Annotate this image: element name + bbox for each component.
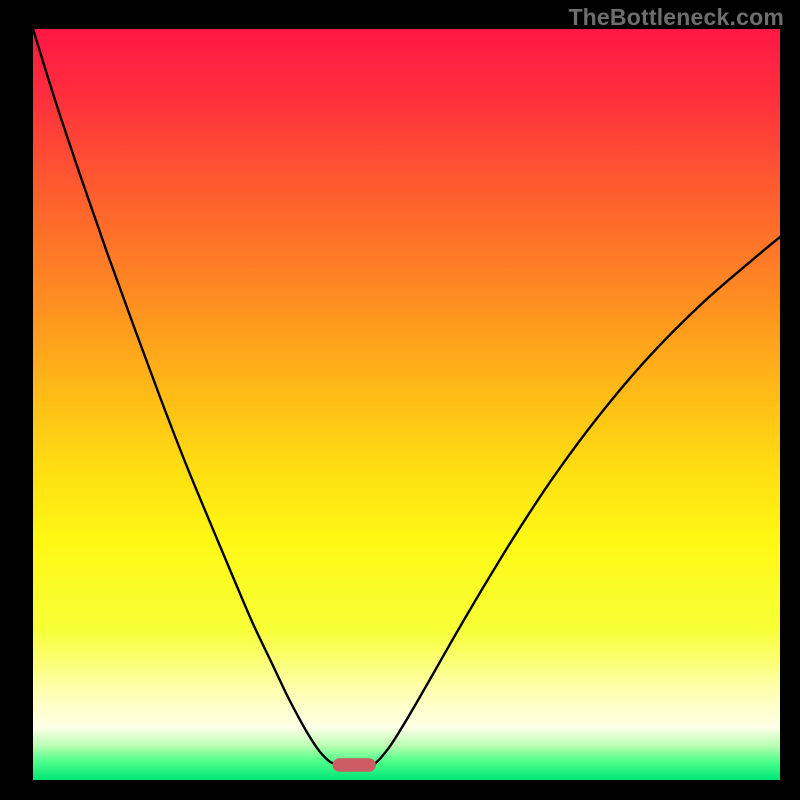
bottleneck-chart xyxy=(33,29,780,780)
chart-svg xyxy=(33,29,780,780)
optimal-marker xyxy=(333,758,376,772)
outer-frame: TheBottleneck.com xyxy=(0,0,800,800)
gradient-background xyxy=(33,29,780,780)
watermark-text: TheBottleneck.com xyxy=(568,4,784,31)
